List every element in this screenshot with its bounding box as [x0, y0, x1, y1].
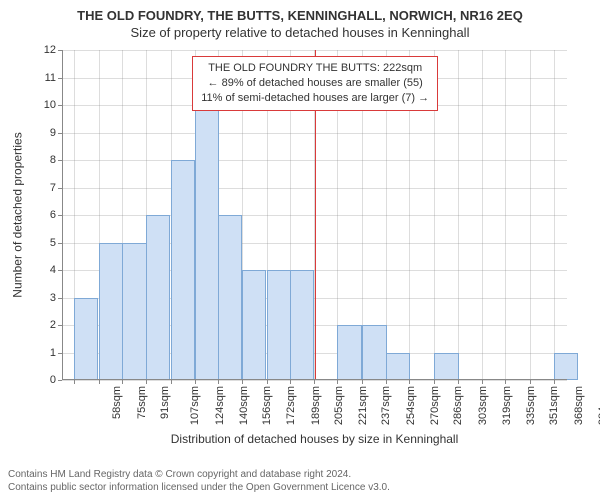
xtick-label: 189sqm	[310, 386, 322, 425]
bar	[242, 270, 266, 380]
chart-subtitle: Size of property relative to detached ho…	[0, 23, 600, 40]
xtick-mark	[146, 380, 147, 384]
xtick-label: 286sqm	[453, 386, 465, 425]
bar	[146, 215, 170, 380]
xtick-mark	[458, 380, 459, 384]
ytick-label: 9	[50, 127, 62, 139]
bar	[267, 270, 291, 380]
bar	[434, 353, 458, 381]
xtick-label: 237sqm	[380, 386, 392, 425]
xtick-label: 58sqm	[111, 386, 123, 419]
xtick-mark	[554, 380, 555, 384]
xtick-mark	[74, 380, 75, 384]
gridline-v	[458, 50, 459, 380]
bar	[122, 243, 146, 381]
xtick-label: 75sqm	[136, 386, 148, 419]
bar	[195, 105, 219, 380]
xtick-label: 124sqm	[214, 386, 226, 425]
bar	[99, 243, 123, 381]
bar	[554, 353, 578, 381]
chart-container: THE OLD FOUNDRY, THE BUTTS, KENNINGHALL,…	[0, 0, 600, 500]
xtick-label: 172sqm	[285, 386, 297, 425]
xtick-label: 107sqm	[189, 386, 201, 425]
xtick-mark	[195, 380, 196, 384]
xtick-mark	[314, 380, 315, 384]
bar	[218, 215, 242, 380]
footer-line: Contains HM Land Registry data © Crown c…	[8, 469, 390, 482]
gridline-v	[505, 50, 506, 380]
xtick-label: 368sqm	[573, 386, 585, 425]
ytick-label: 10	[44, 99, 62, 111]
ytick-label: 12	[44, 44, 62, 56]
annotation-line: ← 89% of detached houses are smaller (55…	[201, 76, 429, 91]
xtick-mark	[267, 380, 268, 384]
bar	[362, 325, 386, 380]
plot-area: 012345678910111258sqm75sqm91sqm107sqm124…	[62, 50, 567, 380]
ytick-label: 7	[50, 182, 62, 194]
bar	[337, 325, 361, 380]
footer-attribution: Contains HM Land Registry data © Crown c…	[8, 469, 390, 494]
xtick-label: 156sqm	[261, 386, 273, 425]
footer-line: Contains public sector information licen…	[8, 482, 390, 495]
xtick-mark	[337, 380, 338, 384]
xtick-mark	[290, 380, 291, 384]
xtick-label: 335sqm	[525, 386, 537, 425]
xtick-label: 319sqm	[501, 386, 513, 425]
ytick-label: 4	[50, 264, 62, 276]
xtick-mark	[122, 380, 123, 384]
y-axis-label: Number of detached properties	[10, 50, 26, 380]
xtick-mark	[409, 380, 410, 384]
xtick-label: 351sqm	[548, 386, 560, 425]
annotation-line: THE OLD FOUNDRY THE BUTTS: 222sqm	[201, 61, 429, 76]
x-axis-label: Distribution of detached houses by size …	[62, 432, 567, 446]
xtick-mark	[482, 380, 483, 384]
ytick-label: 3	[50, 292, 62, 304]
bar	[290, 270, 314, 380]
ytick-label: 6	[50, 209, 62, 221]
ytick-label: 0	[50, 374, 62, 386]
bar	[74, 298, 98, 381]
annotation-line: 11% of semi-detached houses are larger (…	[201, 91, 429, 106]
xtick-label: 270sqm	[429, 386, 441, 425]
xtick-mark	[362, 380, 363, 384]
xtick-label: 221sqm	[357, 386, 369, 425]
ytick-label: 5	[50, 237, 62, 249]
xtick-label: 303sqm	[478, 386, 490, 425]
gridline-v	[554, 50, 555, 380]
xtick-label: 140sqm	[238, 386, 250, 425]
xtick-mark	[530, 380, 531, 384]
gridline-v	[530, 50, 531, 380]
xtick-label: 205sqm	[333, 386, 345, 425]
bar	[386, 353, 410, 381]
bar	[171, 160, 195, 380]
ytick-label: 2	[50, 319, 62, 331]
ytick-label: 1	[50, 347, 62, 359]
xtick-mark	[218, 380, 219, 384]
ytick-label: 11	[45, 72, 62, 84]
chart-title: THE OLD FOUNDRY, THE BUTTS, KENNINGHALL,…	[0, 0, 600, 23]
xtick-label: 254sqm	[405, 386, 417, 425]
xtick-mark	[99, 380, 100, 384]
xtick-mark	[434, 380, 435, 384]
ytick-label: 8	[50, 154, 62, 166]
annotation-box: THE OLD FOUNDRY THE BUTTS: 222sqm← 89% o…	[192, 56, 438, 111]
xtick-mark	[386, 380, 387, 384]
xtick-label: 91sqm	[159, 386, 171, 419]
xtick-mark	[505, 380, 506, 384]
gridline-v	[482, 50, 483, 380]
xtick-mark	[171, 380, 172, 384]
xtick-mark	[242, 380, 243, 384]
